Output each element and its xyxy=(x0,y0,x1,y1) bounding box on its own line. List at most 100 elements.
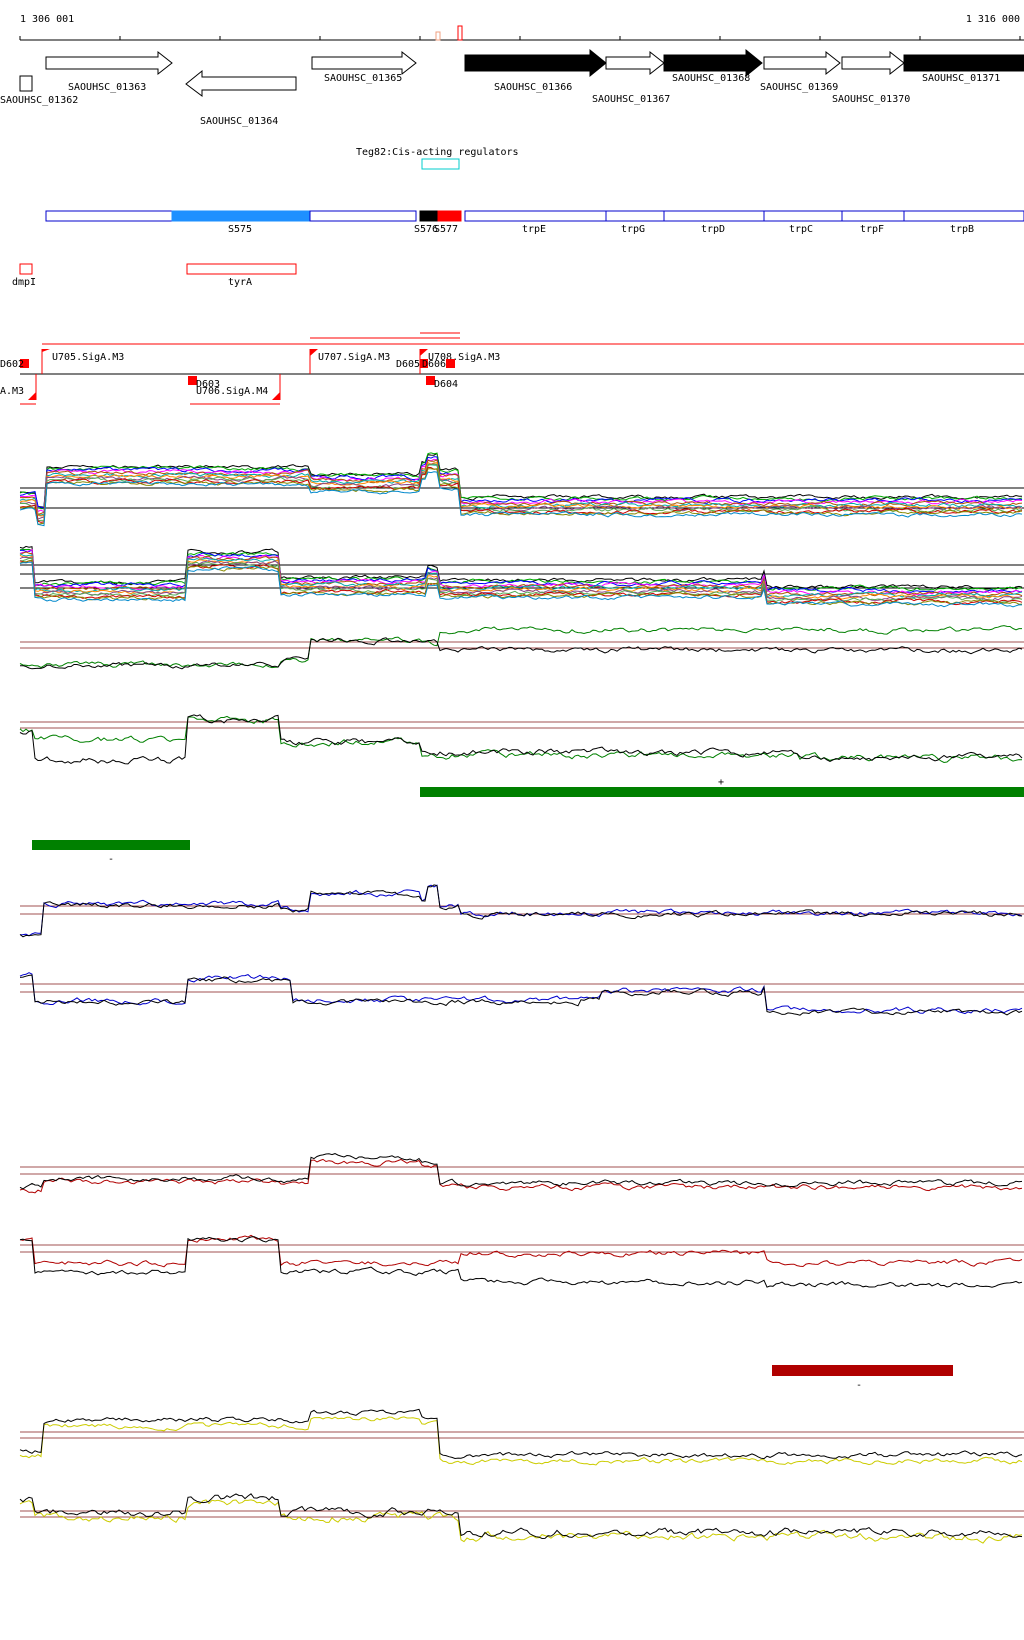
gene-arrow[interactable] xyxy=(841,50,905,76)
promoter-label: U706.SigA.M4 xyxy=(196,386,268,397)
signal-trace xyxy=(19,974,1023,1016)
yellow-signal-track-1 xyxy=(19,1408,1024,1466)
signal-trace xyxy=(19,1158,1023,1194)
signal-trace xyxy=(19,1499,1023,1544)
expression-trace xyxy=(19,463,1023,520)
segment-label: S577 xyxy=(434,224,458,235)
red-signal-track-1 xyxy=(19,1153,1024,1194)
signal-trace xyxy=(19,714,1023,765)
terminator-mark[interactable] xyxy=(446,359,455,368)
terminator-mark[interactable] xyxy=(426,376,435,385)
signal-trace xyxy=(19,625,1022,669)
coord-end-label: 1 316 000 xyxy=(966,14,1020,25)
gene-arrow[interactable] xyxy=(311,50,417,76)
gene-label: SAOUHSC_01370 xyxy=(832,94,910,105)
signal-trace xyxy=(19,1153,1023,1190)
segment-box[interactable] xyxy=(903,210,1024,222)
signal-trace xyxy=(19,1234,1023,1268)
gene-arrow[interactable] xyxy=(903,54,1024,72)
operon-box[interactable] xyxy=(186,263,297,275)
segment-box[interactable] xyxy=(171,210,311,222)
gene-arrow[interactable] xyxy=(663,48,763,78)
gene-label: SAOUHSC_01362 xyxy=(0,95,78,106)
segment-box[interactable] xyxy=(437,210,462,222)
gene-label: SAOUHSC_01365 xyxy=(324,73,402,84)
peak-mark xyxy=(435,31,441,41)
gene-label: SAOUHSC_01368 xyxy=(672,73,750,84)
signal-trace xyxy=(19,715,1023,764)
signal-trace xyxy=(19,972,1023,1015)
signal-trace xyxy=(19,1493,1023,1540)
blue-signal-track-1 xyxy=(19,884,1024,938)
segment-label: trpB xyxy=(950,224,974,235)
gene-arrow[interactable] xyxy=(45,50,173,76)
terminator-mark[interactable] xyxy=(20,359,29,368)
promoter-label: U705.SigA.M3 xyxy=(52,352,124,363)
peak-mark xyxy=(457,25,463,41)
segment-label: trpF xyxy=(860,224,884,235)
green-segment-minus[interactable] xyxy=(32,840,190,850)
segment-box[interactable] xyxy=(464,210,607,222)
expression-trace xyxy=(19,561,1023,608)
regulator-box[interactable] xyxy=(421,158,460,170)
segment-track: S575 S576 S577 trpE trpG trpD trpC trpF … xyxy=(45,210,1024,235)
segment-box[interactable] xyxy=(309,210,417,222)
segment-box[interactable] xyxy=(419,210,439,222)
gene-track: SAOUHSC_01362 SAOUHSC_01363 SAOUHSC_0136… xyxy=(0,48,1024,127)
gene-label: SAOUHSC_01366 xyxy=(494,82,572,93)
terminator-mark[interactable] xyxy=(188,376,197,385)
terminator-label: D605 xyxy=(396,359,420,370)
terminator-label: D606 xyxy=(422,359,446,370)
promoter-arrow[interactable] xyxy=(310,349,318,356)
regulator-label: Teg82:Cis-acting regulators xyxy=(356,147,519,158)
segment-box[interactable] xyxy=(663,210,765,222)
promoter-arrow[interactable] xyxy=(28,392,36,400)
gene-arrow[interactable] xyxy=(763,50,841,76)
expression-multi-track-1 xyxy=(19,452,1024,527)
gene-label: SAOUHSC_01363 xyxy=(68,82,146,93)
ruler-ticks xyxy=(19,36,1021,40)
signal-trace xyxy=(19,884,1023,937)
terminator-label: D602 xyxy=(0,359,24,370)
signal-trace xyxy=(19,1408,1023,1460)
gene-arrow[interactable] xyxy=(605,50,665,76)
segment-box[interactable] xyxy=(763,210,843,222)
green-signal-track-1 xyxy=(19,625,1024,670)
gene-label: SAOUHSC_01364 xyxy=(200,116,278,127)
blue-signal-track-2 xyxy=(19,972,1024,1016)
strand-mark: - xyxy=(856,1380,862,1391)
operon-box[interactable] xyxy=(19,263,33,275)
promoter-label: A.M3 xyxy=(0,386,24,397)
promoter-label: U707.SigA.M3 xyxy=(318,352,390,363)
red-segment-minus[interactable] xyxy=(772,1365,953,1376)
gene-arrow[interactable] xyxy=(464,48,607,78)
gene-box[interactable] xyxy=(19,75,33,92)
segment-box[interactable] xyxy=(605,210,665,222)
operon-label: dmpI xyxy=(12,277,36,288)
regulator-track: Teg82:Cis-acting regulators xyxy=(356,147,519,170)
signal-trace xyxy=(19,1416,1023,1466)
expression-trace xyxy=(19,557,1023,603)
segment-label: S576 xyxy=(414,224,438,235)
coordinate-ruler: 1 306 001 1 316 000 xyxy=(19,14,1024,41)
segment-box[interactable] xyxy=(841,210,905,222)
segment-label: trpG xyxy=(621,224,645,235)
gene-label: SAOUHSC_01371 xyxy=(922,73,1000,84)
yellow-signal-track-2 xyxy=(19,1493,1024,1544)
operon-track: dmpI tyrA xyxy=(12,263,297,288)
expression-trace xyxy=(19,471,1023,527)
promoter-arrow[interactable] xyxy=(272,392,280,400)
expression-trace xyxy=(19,452,1023,508)
expression-multi-track-2 xyxy=(19,545,1024,608)
segment-box[interactable] xyxy=(45,210,173,222)
segment-label: S575 xyxy=(228,224,252,235)
signal-trace xyxy=(19,884,1023,938)
promoter-arrow[interactable] xyxy=(42,349,50,352)
terminator-mark[interactable] xyxy=(420,359,428,368)
promoter-arrow[interactable] xyxy=(420,349,428,356)
gene-arrow[interactable] xyxy=(185,69,297,97)
green-segment-plus[interactable] xyxy=(420,787,1024,797)
operon-label: tyrA xyxy=(228,277,252,288)
strand-mark: - xyxy=(108,854,114,865)
promoter-label: U708.SigA.M3 xyxy=(428,352,500,363)
